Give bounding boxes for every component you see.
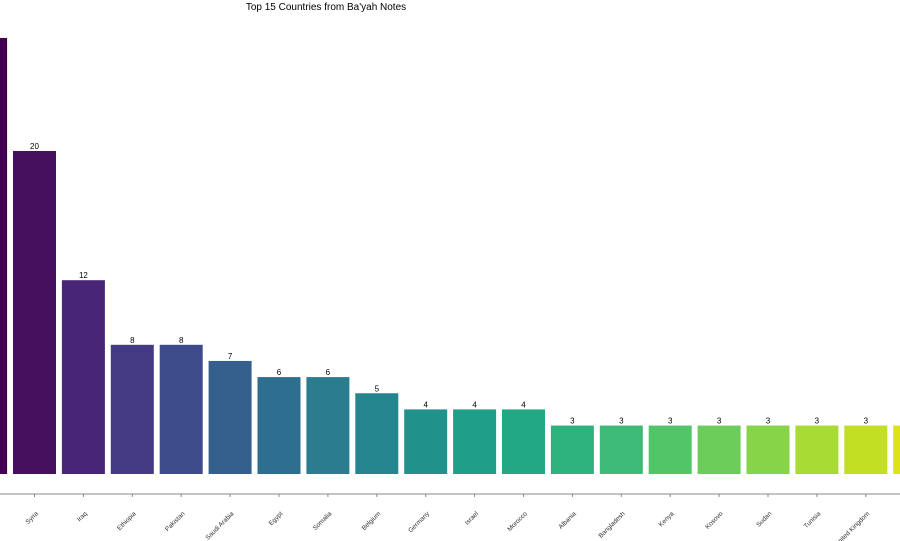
- data-label-belgium: 5: [375, 384, 380, 393]
- data-label-united-kingdom: 3: [864, 417, 869, 426]
- bar-partial-19: [893, 425, 900, 474]
- tick-label-united-kingdom: United Kingdom: [834, 510, 872, 541]
- tick-label-kosovo: Kosovo: [704, 510, 725, 531]
- tick-label-pakistan: Pakistan: [164, 510, 187, 533]
- data-label-albania: 3: [570, 417, 575, 426]
- bar-tunisia: [795, 425, 839, 474]
- data-label-morocco: 4: [521, 400, 526, 409]
- bar-saudi-arabia: [208, 360, 252, 474]
- tick-label-israel: Israel: [464, 510, 481, 527]
- tick-label-germany: Germany: [407, 510, 431, 534]
- bar-albania: [550, 425, 594, 474]
- chart-title: Top 15 Countries from Ba'yah Notes: [245, 2, 407, 13]
- tick-label-sudan: Sudan: [755, 510, 774, 529]
- tick-label-albania: Albania: [558, 510, 579, 531]
- bar-iraq: [61, 280, 105, 474]
- data-label-israel: 4: [472, 400, 477, 409]
- tick-label-tunisia: Tunisia: [803, 510, 823, 530]
- tick-label-saudi-arabia: Saudi Arabia: [204, 510, 235, 541]
- tick-label-kenya: Kenya: [658, 510, 676, 528]
- bar-bangladesh: [599, 425, 643, 474]
- bar-germany: [404, 409, 448, 474]
- tick-label-iraq: Iraq: [76, 510, 89, 523]
- bar-morocco: [502, 409, 545, 474]
- data-label-ethiopia: 8: [130, 336, 135, 345]
- bar-kenya: [648, 425, 692, 474]
- data-label-egypt: 6: [277, 368, 282, 377]
- bar-pakistan: [159, 344, 203, 474]
- tick-label-bangladesh: Bangladesh: [597, 510, 627, 540]
- tick-label-ethiopia: Ethiopia: [116, 510, 138, 532]
- data-label-tunisia: 3: [815, 417, 820, 426]
- bar-kosovo: [697, 425, 741, 474]
- tick-label-egypt: Egypt: [268, 510, 285, 527]
- tick-label-belgium: Belgium: [361, 510, 383, 532]
- data-label-syria: 20: [30, 142, 39, 151]
- tick-label-morocco: Morocco: [506, 510, 529, 533]
- bar-egypt: [257, 377, 301, 474]
- bar-ethiopia: [110, 344, 154, 474]
- bar-syria: [13, 151, 56, 474]
- data-label-germany: 4: [423, 400, 428, 409]
- bar-belgium: [355, 393, 399, 474]
- data-label-kosovo: 3: [717, 417, 722, 426]
- data-label-iraq: 12: [79, 271, 88, 280]
- tick-label-somalia: Somalia: [312, 510, 334, 532]
- data-label-kenya: 3: [668, 417, 673, 426]
- data-label-saudi-arabia: 7: [228, 352, 233, 361]
- bar-somalia: [306, 377, 350, 474]
- tick-label-syria: Syria: [24, 510, 40, 526]
- bar-united-kingdom: [844, 425, 888, 474]
- data-label-bangladesh: 3: [619, 417, 624, 426]
- data-label-somalia: 6: [326, 368, 331, 377]
- bar-partial-0: [0, 37, 8, 474]
- data-label-sudan: 3: [766, 417, 771, 426]
- bar-israel: [453, 409, 497, 474]
- data-label-pakistan: 8: [179, 336, 184, 345]
- bar-sudan: [746, 425, 790, 474]
